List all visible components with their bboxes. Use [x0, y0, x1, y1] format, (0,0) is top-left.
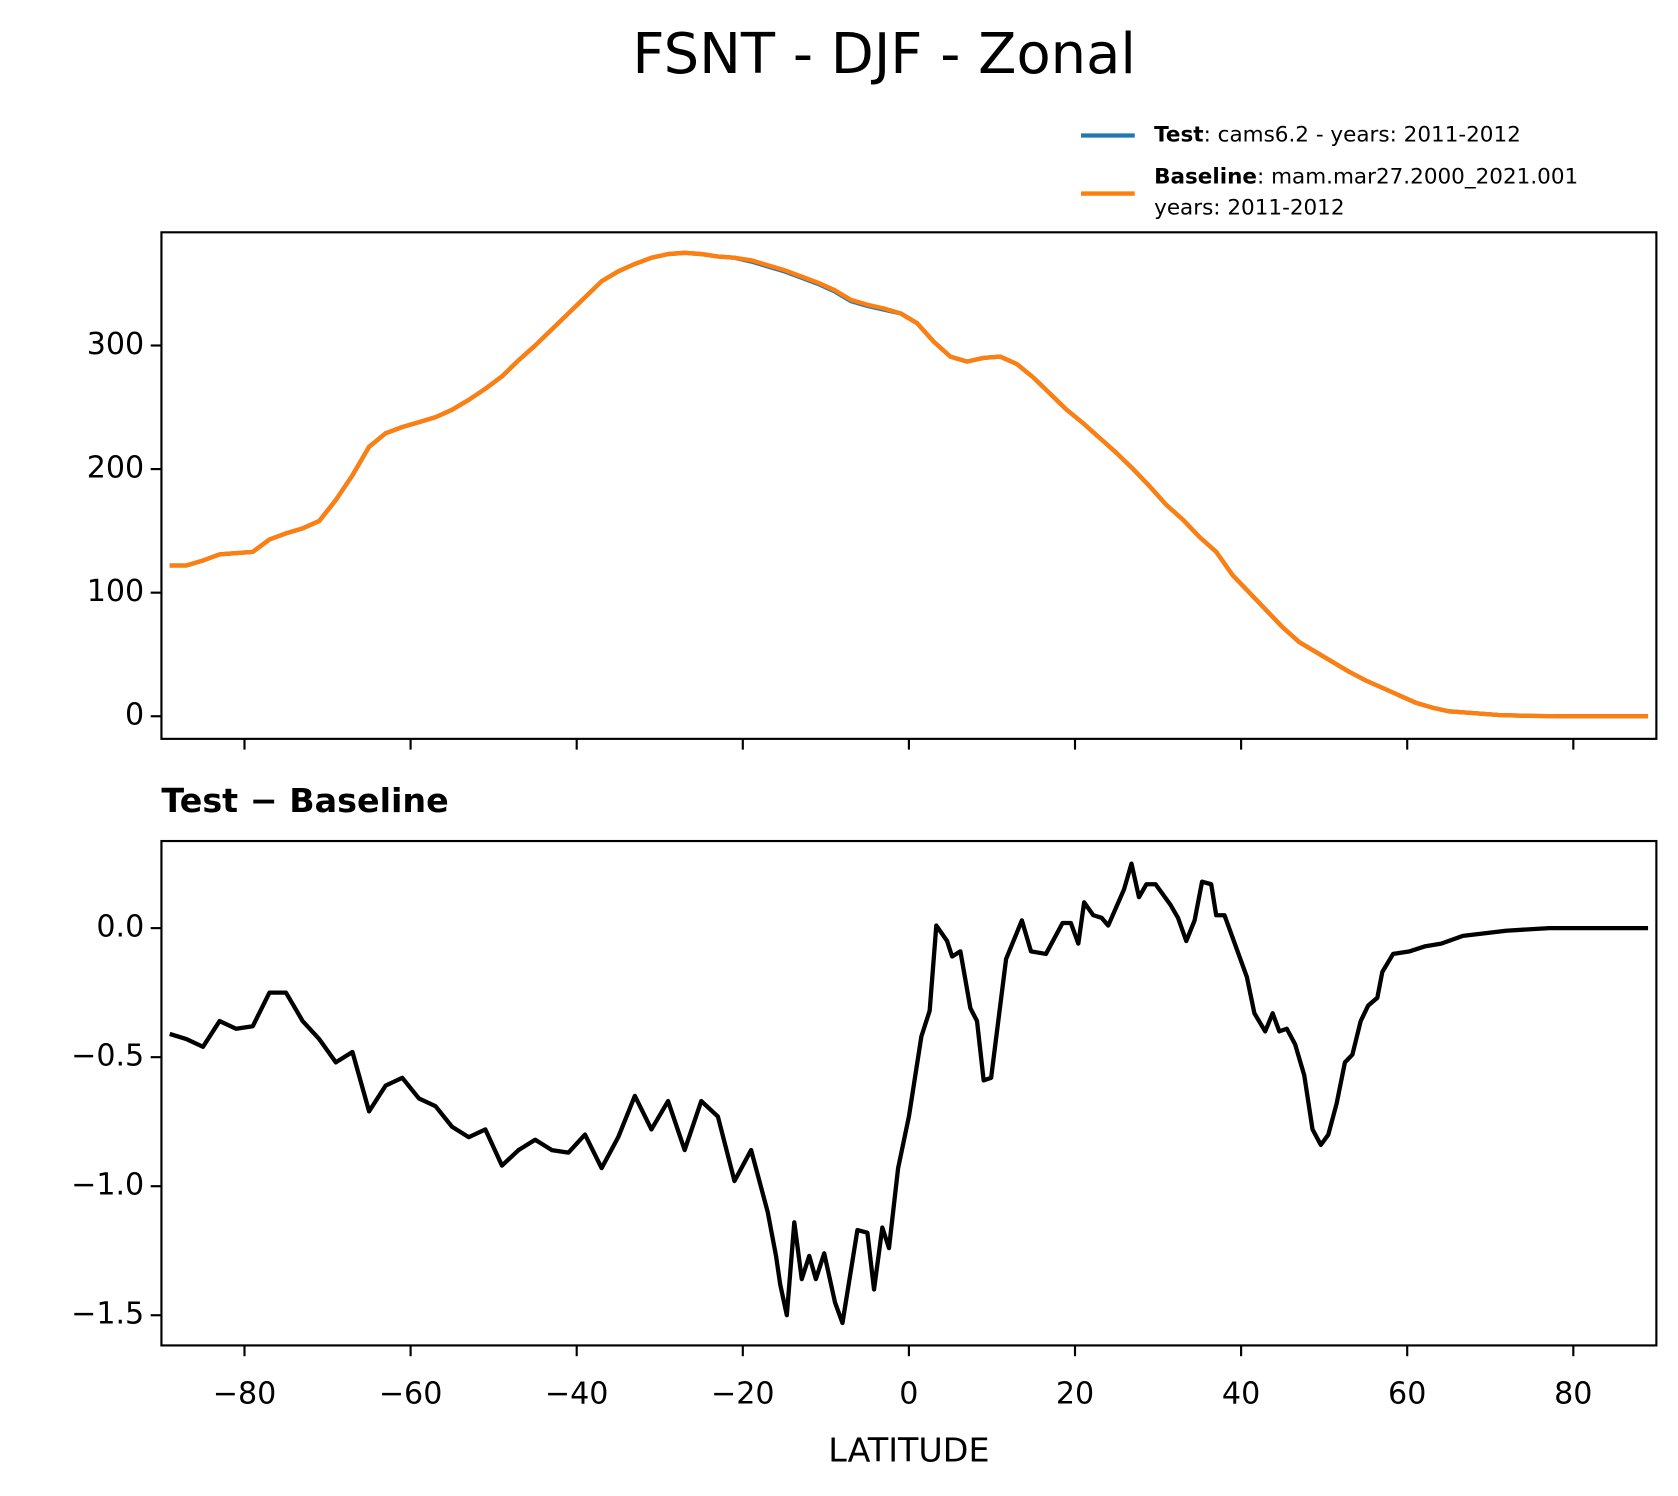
figure-title: FSNT - DJF - Zonal	[632, 22, 1135, 87]
legend-description: : cams6.2 - years: 2011-2012	[1204, 123, 1521, 148]
y-tick-label: 100	[87, 574, 144, 609]
legend-description: : mam.mar27.2000_2021.001	[1257, 164, 1578, 189]
y-tick-label: −1.5	[71, 1297, 144, 1332]
y-tick-label: −0.5	[71, 1039, 144, 1074]
data-line	[169, 250, 1649, 719]
x-tick-label: −20	[711, 1376, 775, 1411]
x-tick-label: −60	[379, 1376, 443, 1411]
x-tick-label: 0	[899, 1376, 918, 1411]
y-tick-label: 300	[87, 327, 144, 362]
legend-description: years: 2011-2012	[1154, 196, 1344, 221]
x-axis-label: LATITUDE	[828, 1430, 989, 1469]
x-tick-label: −40	[545, 1376, 609, 1411]
legend-text: Test: cams6.2 - years: 2011-2012	[1154, 123, 1521, 148]
y-tick-label: 200	[87, 451, 144, 486]
y-tick-label: −1.0	[71, 1168, 144, 1203]
axes-title: Test − Baseline	[161, 781, 448, 820]
axes-frame	[160, 839, 1658, 1347]
legend-text: years: 2011-2012	[1154, 196, 1344, 221]
x-tick-label: 20	[1056, 1376, 1094, 1411]
x-tick-label: 60	[1388, 1376, 1426, 1411]
x-tick-label: −80	[213, 1376, 277, 1411]
data-line	[169, 861, 1649, 1326]
y-tick-label: 0.0	[96, 910, 144, 945]
axes-frame	[160, 231, 1658, 740]
y-tick-label: 0	[125, 698, 144, 733]
x-tick-label: 40	[1222, 1376, 1260, 1411]
legend-name: Test	[1154, 123, 1203, 148]
x-tick-label: 80	[1554, 1376, 1592, 1411]
legend-text: Baseline: mam.mar27.2000_2021.001	[1154, 164, 1578, 189]
legend-name: Baseline	[1154, 164, 1257, 189]
